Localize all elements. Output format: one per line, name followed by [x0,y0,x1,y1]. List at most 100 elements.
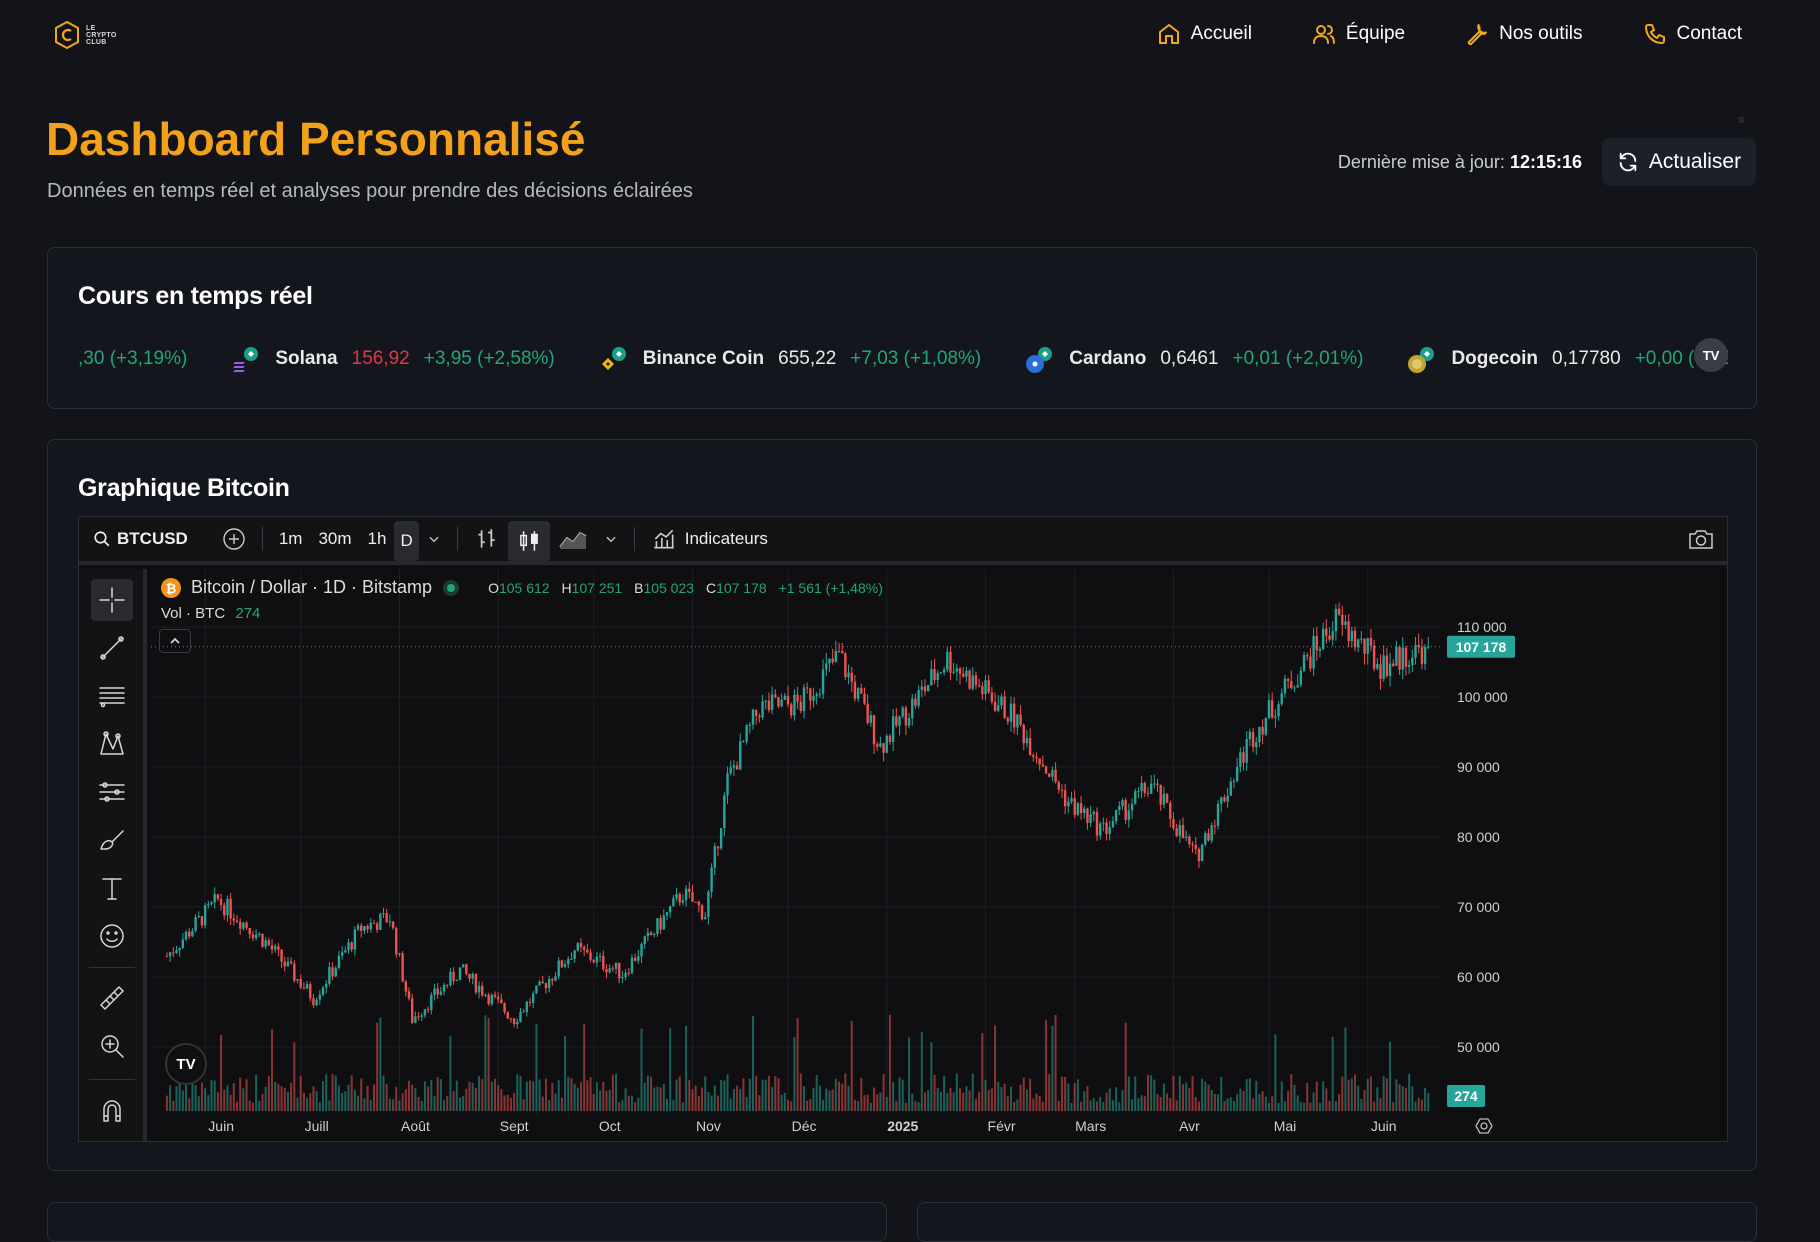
candle-body [442,984,446,992]
candle-body [1134,791,1137,804]
text-icon [102,878,122,900]
volume-bar [197,1096,200,1111]
nav-item-accueil[interactable]: Accueil [1157,22,1252,46]
candle-body [493,994,497,997]
interval-1h[interactable]: 1h [367,529,387,548]
series-title: Bitcoin / Dollar · 1D · Bitstamp [191,577,433,597]
volume-bar [286,1091,289,1111]
volume-bar [838,1081,840,1111]
y-tick-label: 110 000 [1457,619,1507,635]
volume-bar [245,1079,248,1111]
volume-bar [417,1096,420,1111]
volume-bar [1389,1041,1392,1111]
tradingview-widget[interactable]: BTCUSD 1m 30m 1h D [78,516,1728,1142]
ticker-item-dogecoin[interactable]: Dogecoin 0,17780 +0,00 (+2,2 [1407,344,1728,374]
volume-bar [334,1075,337,1111]
candle-body [1334,608,1338,632]
refresh-button[interactable]: Actualiser [1602,138,1756,186]
candle-body [353,929,357,950]
nav-item-equipe[interactable]: Équipe [1312,22,1405,46]
logo[interactable]: LE CRYPTO CLUB [54,20,117,50]
candle-body [1079,803,1083,814]
trendline-tool[interactable] [91,627,133,669]
volume-bar [669,1028,672,1111]
volume-bar [564,1036,567,1111]
volume-bar [1207,1084,1210,1111]
pattern-tool[interactable] [91,723,133,765]
volume-bar [949,1087,952,1111]
volume-bar [1127,1076,1130,1111]
interval-d[interactable]: D [394,521,419,561]
measure-tool[interactable] [91,977,133,1019]
volume-bar [1045,1019,1048,1111]
area-style-button[interactable] [550,515,596,563]
nav-label: Nos outils [1499,23,1583,44]
candle-body [1331,631,1334,640]
indicators-button[interactable]: Indicateurs [643,515,776,563]
volume-bar [529,1080,532,1111]
compare-button[interactable] [214,515,254,563]
emoji-tool[interactable] [91,915,133,957]
volume-bar [204,1088,207,1111]
interval-30m[interactable]: 30m [318,529,352,548]
fib-tool[interactable] [91,675,133,717]
volume-bar [640,1028,643,1111]
volume-bar [790,1101,793,1111]
candle-body [659,918,662,930]
bars-style-button[interactable] [466,515,508,563]
volume-bar [1054,1014,1057,1111]
candle-body [516,1021,519,1025]
collapse-legend-button[interactable] [159,629,191,653]
candle-body [1286,678,1290,682]
nav-item-contact[interactable]: Contact [1643,22,1742,46]
chart-card: Graphique Bitcoin BTCUSD 1m 30m 1h D [47,439,1757,1171]
nav-item-outils[interactable]: Nos outils [1465,22,1583,46]
candle-body [286,961,290,967]
menu-lines-icon[interactable]: ≡ [1738,113,1746,127]
volume-bar [1111,1100,1114,1111]
ticker-item-cardano[interactable]: Cardano 0,6461 +0,01 (+2,01%) [1025,344,1363,374]
volume-bar [850,1020,853,1111]
zoom-tool[interactable] [91,1025,133,1067]
volume-bar [414,1088,417,1111]
candle-body [1255,741,1258,748]
volume-bar [955,1073,958,1111]
magnet-tool[interactable] [91,1089,133,1131]
volume-bar [1331,1036,1334,1111]
interval-dropdown[interactable] [419,515,449,563]
candle-body [1261,726,1264,735]
volume-bar [522,1099,525,1111]
chart-plot-area[interactable]: 110 000 100 000 90 000 80 000 70 000 60 000 50… [151,569,1727,1141]
candle-body [474,974,478,993]
volume-bar [672,1099,675,1111]
candle-body [347,942,350,951]
volume-bar [309,1093,312,1111]
brush-tool[interactable] [91,819,133,861]
tradingview-logo[interactable]: TV [165,1043,207,1085]
candle-body [382,913,385,915]
ticker-item-solana[interactable]: Solana 156,92 +3,95 (+2,58%) [231,344,555,374]
symbol-search[interactable]: BTCUSD [79,515,196,563]
tradingview-badge[interactable]: TV [1694,338,1728,372]
crosshair-tool[interactable] [91,579,133,621]
volume-bar [1392,1102,1395,1111]
coin-name: Binance Coin [642,348,765,369]
volume-bar [605,1090,608,1111]
candle-body [465,964,468,974]
candle-body [277,946,280,950]
ticker-item-binance-coin[interactable]: Binance Coin 655,22 +7,03 (+1,08%) [599,344,981,374]
volume-bar [1159,1097,1162,1111]
candle-body [1270,700,1274,718]
candle-body [1344,621,1347,625]
candle-body [560,960,564,968]
projection-tool[interactable] [91,771,133,813]
snapshot-button[interactable] [1679,515,1727,563]
chart-style-dropdown[interactable] [596,515,626,563]
candle-body [987,680,990,693]
volume-bar [200,1082,203,1111]
candles-style-button[interactable] [507,521,550,561]
volume-bar [1213,1093,1216,1111]
magnet-icon [103,1100,121,1122]
text-tool[interactable] [91,867,133,909]
interval-1m[interactable]: 1m [278,529,303,548]
